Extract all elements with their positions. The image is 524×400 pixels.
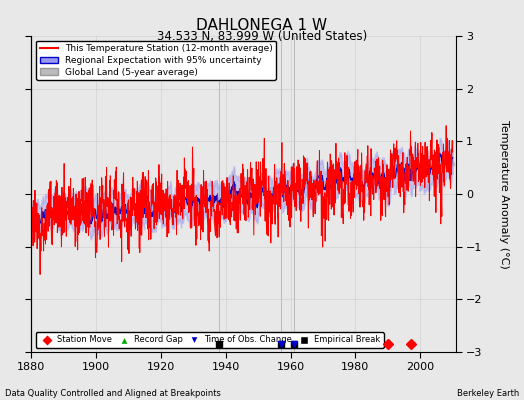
Text: Data Quality Controlled and Aligned at Breakpoints: Data Quality Controlled and Aligned at B… [5, 389, 221, 398]
Text: DAHLONEGA 1 W: DAHLONEGA 1 W [196, 18, 328, 33]
Text: Berkeley Earth: Berkeley Earth [456, 389, 519, 398]
Legend: Station Move, Record Gap, Time of Obs. Change, Empirical Break: Station Move, Record Gap, Time of Obs. C… [36, 332, 384, 348]
Text: 34.533 N, 83.999 W (United States): 34.533 N, 83.999 W (United States) [157, 30, 367, 43]
Y-axis label: Temperature Anomaly (°C): Temperature Anomaly (°C) [499, 120, 509, 268]
